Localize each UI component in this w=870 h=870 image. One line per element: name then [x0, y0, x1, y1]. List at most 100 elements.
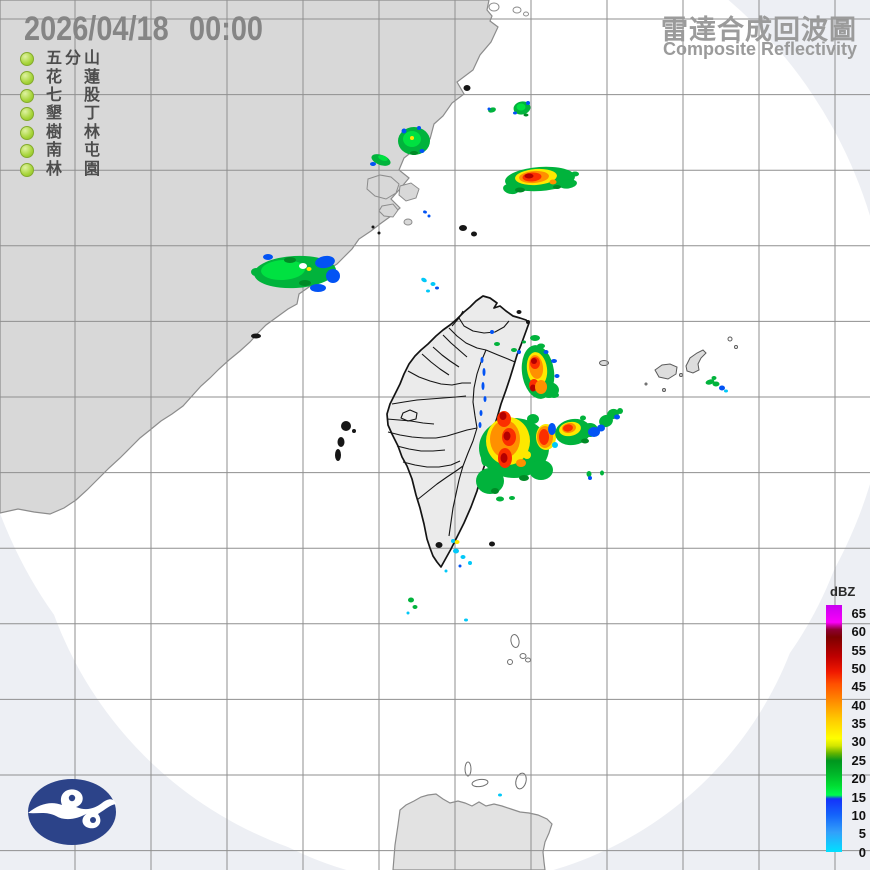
- echo-blob: [537, 343, 545, 349]
- colorbar-tick-35: 35: [851, 716, 866, 732]
- echo-blob: [483, 396, 487, 402]
- colorbar-tick-25: 25: [851, 752, 866, 768]
- colorbar-tick-55: 55: [851, 642, 866, 658]
- echo-blob: [487, 107, 491, 111]
- echo-blob: [549, 392, 559, 398]
- echo-blob: [511, 348, 517, 352]
- echo-blob: [453, 548, 459, 554]
- echo-blob: [464, 618, 468, 622]
- echo-blob: [426, 289, 430, 293]
- echo-blob: [410, 151, 418, 155]
- station-row: 墾丁: [20, 105, 100, 123]
- echo-blob: [614, 414, 620, 420]
- radar-echoes: [251, 101, 728, 797]
- station-status-dot: [20, 144, 34, 159]
- dbz-colorbar: [826, 605, 842, 852]
- echo-blob: [551, 359, 557, 363]
- china-coastal-islands: [366, 2, 529, 226]
- echo-blob: [494, 342, 500, 346]
- echo-blob: [498, 793, 502, 797]
- echo-blob: [524, 173, 534, 179]
- colorbar-tick-65: 65: [851, 606, 866, 621]
- echo-blob: [496, 496, 504, 502]
- east-islands: [599, 336, 738, 392]
- echo-blob: [419, 149, 425, 153]
- echo-blob: [401, 128, 407, 134]
- echo-blob: [408, 597, 414, 603]
- echo-blob: [444, 569, 448, 573]
- echo-blob: [500, 453, 508, 463]
- echo-blob: [503, 183, 519, 195]
- echo-blob: [586, 471, 592, 477]
- station-row: 樹林: [20, 124, 100, 142]
- offshore-islets: [251, 85, 530, 548]
- echo-blob: [478, 422, 482, 428]
- echo-blob: [481, 450, 489, 466]
- echo-blob: [482, 368, 486, 376]
- echo-blob: [719, 385, 725, 391]
- echo-blob: [378, 155, 388, 161]
- echo-blob: [421, 277, 427, 283]
- echo-blob: [554, 374, 560, 378]
- station-status-dot: [20, 162, 34, 177]
- colorbar-tick-45: 45: [851, 679, 866, 695]
- page-title: 雷達合成回波圖: [661, 15, 857, 45]
- page-subtitle: Composite Reflectivity: [662, 39, 857, 59]
- colorbar-unit-label: dBZ: [830, 584, 856, 599]
- echo-blob: [509, 496, 515, 500]
- station-row: 七股: [20, 87, 100, 105]
- echo-blob: [705, 379, 715, 385]
- echo-blob: [299, 280, 311, 286]
- station-status-dot: [20, 125, 34, 140]
- echo-blob: [553, 185, 561, 189]
- echo-blob: [263, 254, 273, 260]
- echo-blob: [460, 555, 466, 559]
- echo-blob: [412, 605, 418, 609]
- echo-blob: [523, 113, 529, 117]
- echo-blob: [724, 389, 728, 393]
- radar-station-legend: 五分山花蓮七股墾丁樹林南屯林園: [20, 50, 100, 179]
- echo-blob: [306, 267, 312, 271]
- station-row: 林園: [20, 160, 100, 178]
- echo-blob: [543, 350, 549, 354]
- echo-blob: [476, 468, 504, 494]
- echo-blob: [370, 162, 376, 166]
- echo-blob: [530, 335, 540, 341]
- echo-blob: [468, 561, 472, 565]
- taiwan-island-fill: [387, 296, 529, 567]
- echo-blob: [423, 210, 427, 214]
- echo-blob: [513, 111, 517, 115]
- echo-blob: [580, 415, 586, 421]
- echo-blob: [326, 269, 340, 283]
- colorbar-tick-15: 15: [851, 789, 866, 805]
- colorbar-tick-60: 60: [851, 624, 866, 640]
- echo-blob: [588, 427, 600, 437]
- echo-blob: [549, 179, 557, 185]
- colorbar-tick-40: 40: [851, 697, 866, 713]
- echo-blob: [548, 423, 556, 435]
- echo-blob: [499, 412, 507, 420]
- echo-blob: [600, 470, 604, 476]
- station-status-dot: [20, 70, 34, 85]
- echo-blob: [588, 476, 592, 480]
- echo-blob: [251, 268, 261, 276]
- colorbar-tick-0: 0: [858, 844, 866, 860]
- echo-blob: [563, 424, 573, 432]
- station-status-dot: [20, 88, 34, 103]
- echo-blob: [597, 424, 605, 432]
- echo-blob: [406, 611, 410, 615]
- echo-blob: [516, 459, 526, 467]
- echo-blob: [310, 284, 326, 292]
- echo-blob: [458, 564, 462, 568]
- echo-blob: [539, 429, 549, 445]
- echo-blob: [490, 330, 494, 334]
- colorbar-tick-20: 20: [851, 771, 866, 787]
- colorbar-tick-50: 50: [851, 661, 866, 677]
- echo-blob: [491, 488, 499, 494]
- timestamp-time: 00:00: [189, 10, 263, 48]
- echo-blob: [427, 214, 431, 218]
- echo-blob: [284, 257, 296, 263]
- station-name: 南屯: [46, 142, 100, 160]
